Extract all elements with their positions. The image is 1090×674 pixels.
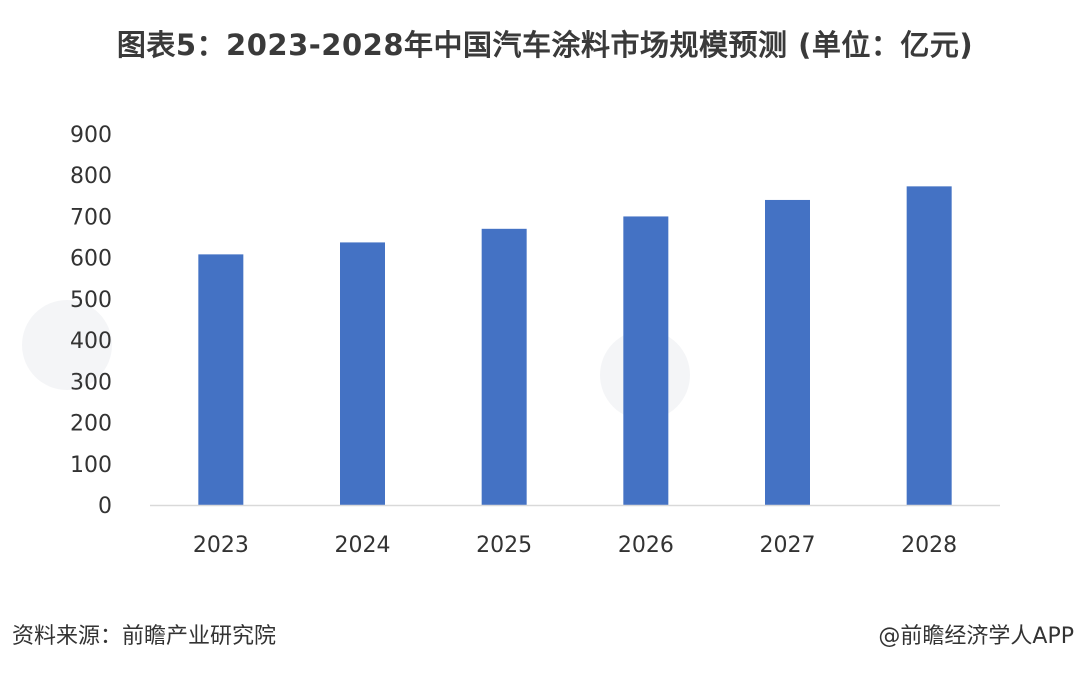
bar-2025	[481, 228, 527, 506]
bar-series	[198, 186, 952, 506]
x-tick-label: 2026	[618, 533, 674, 558]
y-tick-label: 0	[98, 494, 112, 519]
x-tick-label: 2024	[335, 533, 391, 558]
y-tick-label: 400	[70, 329, 112, 354]
source-label: 资料来源：前瞻产业研究院	[12, 624, 277, 649]
y-tick-label: 600	[70, 247, 112, 272]
bar-2027	[765, 199, 810, 505]
y-tick-label: 300	[70, 370, 112, 395]
credit-label: @前瞻经济学人APP	[878, 624, 1074, 649]
y-tick-label: 800	[70, 164, 112, 189]
y-tick-label: 500	[70, 288, 112, 313]
x-tick-label: 2023	[193, 533, 249, 558]
y-tick-label: 900	[70, 123, 112, 148]
bar-2028	[906, 186, 952, 505]
x-axis-ticks: 2023 2024 2025 2026 2027 2028	[193, 533, 957, 558]
bar-2026	[623, 216, 669, 505]
x-tick-label: 2027	[760, 533, 816, 558]
x-tick-label: 2025	[476, 533, 532, 558]
chart-title: 图表5：2023-2028年中国汽车涂料市场规模预测 (单位：亿元)	[116, 28, 974, 62]
bar-2023	[198, 254, 244, 505]
y-axis-ticks: 0 100 200 300 400 500 600 700 800 900	[70, 123, 112, 519]
y-tick-label: 100	[70, 453, 112, 478]
y-tick-label: 700	[70, 205, 112, 230]
y-tick-label: 200	[70, 412, 112, 437]
x-tick-label: 2028	[901, 533, 957, 558]
bar-2024	[340, 242, 385, 506]
